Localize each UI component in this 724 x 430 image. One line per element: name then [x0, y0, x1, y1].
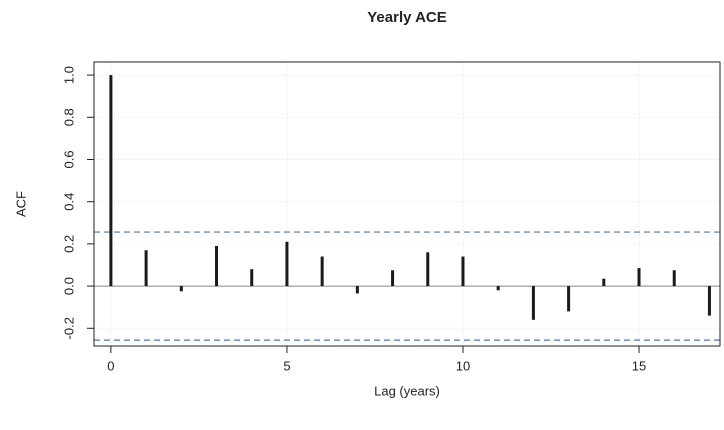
- plot-frame: [93, 61, 721, 347]
- y-tick-label: -0.2: [61, 317, 76, 339]
- y-tick-label: 0.4: [61, 193, 76, 211]
- y-tick-label: 1.0: [61, 66, 76, 84]
- x-tick-label: 5: [283, 358, 290, 373]
- x-tick-label: 15: [632, 358, 646, 373]
- y-tick-label: 0.2: [61, 235, 76, 253]
- y-tick-label: 0.6: [61, 150, 76, 168]
- x-tick-label: 10: [456, 358, 470, 373]
- x-tick-label: 0: [107, 358, 114, 373]
- y-tick-label: 0.8: [61, 108, 76, 126]
- chart-title: Yearly ACE: [367, 9, 447, 26]
- x-axis-label: Lag (years): [374, 383, 440, 398]
- y-axis-label: ACF: [13, 191, 28, 217]
- y-tick-label: 0.0: [61, 277, 76, 295]
